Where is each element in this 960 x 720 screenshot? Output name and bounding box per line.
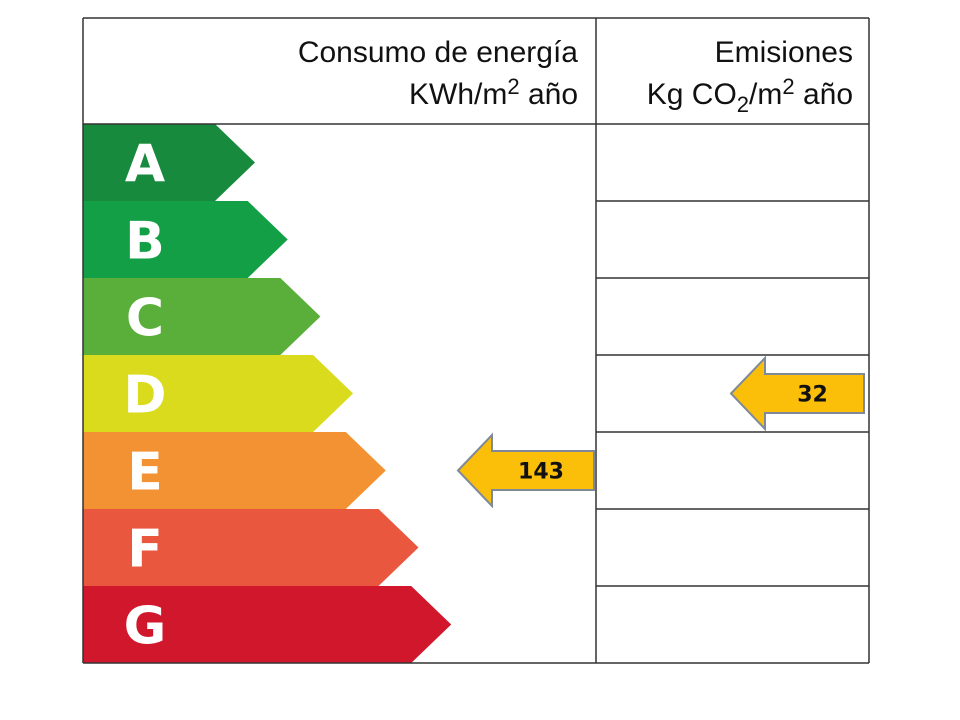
unit-part: KWh/m: [409, 78, 507, 111]
emissions-title: Emisiones: [715, 36, 853, 69]
unit-part: año: [795, 78, 853, 111]
rating-letter: B: [125, 212, 165, 272]
indicator-value: 143: [518, 460, 564, 485]
unit-part: año: [520, 78, 578, 111]
rating-bar: [83, 432, 386, 509]
indicator-arrow: [729, 355, 865, 432]
indicator-arrow: [456, 432, 595, 509]
unit-sub: 2: [737, 92, 749, 117]
consumption-unit: KWh/m2 año: [409, 74, 578, 111]
rating-bar: [83, 509, 419, 586]
rating-bar: [83, 355, 354, 432]
unit-sup: 2: [507, 74, 519, 99]
unit-part: Kg CO: [647, 78, 737, 111]
unit-part: /m: [749, 78, 782, 111]
indicator-value: 32: [797, 383, 828, 408]
rating-bar: [83, 201, 288, 278]
unit-sup: 2: [782, 74, 794, 99]
rating-letter: G: [124, 597, 167, 657]
rating-letter: F: [127, 520, 163, 580]
rating-letter: A: [125, 135, 165, 195]
rating-letter: E: [127, 443, 163, 503]
emissions-unit: Kg CO2/m2 año: [647, 74, 853, 117]
rating-bar: [83, 278, 321, 355]
rating-bar: [83, 124, 255, 201]
rating-letter: D: [123, 366, 166, 426]
consumption-title: Consumo de energía: [298, 36, 578, 69]
rating-bar: [83, 586, 452, 663]
rating-letter: C: [126, 289, 164, 349]
